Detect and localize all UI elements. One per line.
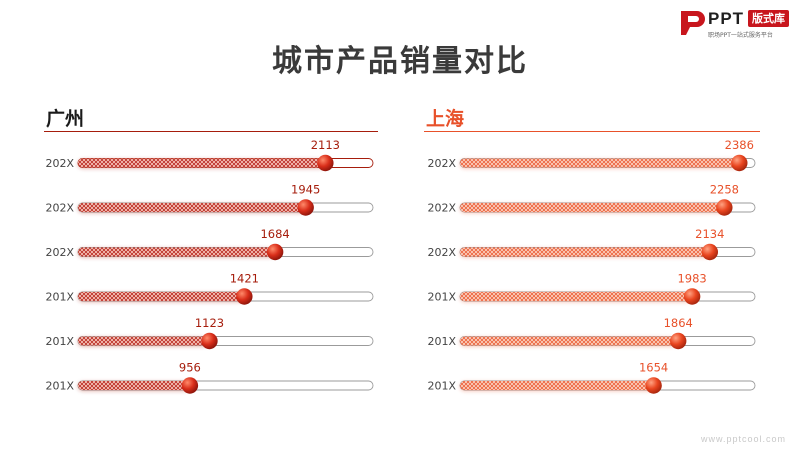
bar — [78, 381, 190, 390]
bar — [460, 381, 654, 390]
value-label: 1864 — [664, 316, 693, 330]
logo-badge: 版式库 — [748, 10, 789, 27]
bar — [460, 292, 693, 301]
page-title: 城市产品销量对比 — [272, 44, 528, 79]
logo-tagline: 职场PPT一站式服务平台 — [708, 32, 773, 39]
category-label: 201X — [427, 335, 456, 348]
divider-guangzhou — [44, 131, 378, 132]
bar — [78, 292, 245, 301]
bar-knob — [266, 243, 284, 261]
bar — [460, 247, 710, 257]
bar — [78, 247, 276, 257]
category-label: 201X — [45, 380, 74, 393]
divider-shanghai — [424, 131, 760, 132]
value-label: 2258 — [710, 183, 739, 197]
bar — [460, 336, 679, 346]
bar-knob — [701, 243, 719, 261]
ppt-logo-icon — [681, 11, 705, 35]
bar-knob — [716, 199, 733, 216]
category-label: 202X — [45, 246, 74, 259]
watermark: www.pptcool.com — [700, 434, 786, 444]
category-label: 201X — [427, 380, 456, 393]
bar-knob — [731, 154, 748, 172]
bar — [78, 336, 210, 346]
category-label: 202X — [427, 157, 456, 170]
bar-knob — [670, 332, 687, 350]
category-label: 202X — [45, 157, 74, 170]
brand-logo: PPT 版式库 职场PPT一站式服务平台 — [678, 6, 794, 40]
value-label: 2386 — [725, 138, 754, 152]
chart-title-shanghai: 上海 — [426, 108, 465, 130]
bar-knob — [317, 154, 334, 172]
value-label: 1123 — [195, 316, 224, 330]
bar-knob — [645, 377, 662, 394]
value-label: 1654 — [639, 361, 668, 375]
category-label: 201X — [45, 335, 74, 348]
bar — [460, 158, 740, 168]
bar-knob — [181, 377, 199, 394]
category-label: 202X — [427, 202, 456, 215]
value-label: 1684 — [260, 227, 289, 241]
category-label: 202X — [45, 202, 74, 215]
category-label: 201X — [427, 291, 456, 304]
category-label: 202X — [427, 246, 456, 259]
bar — [460, 203, 725, 212]
value-label: 1945 — [291, 183, 320, 197]
value-label: 1421 — [230, 272, 259, 286]
bar — [78, 203, 306, 212]
bar-knob — [236, 288, 253, 305]
value-label: 956 — [179, 361, 201, 375]
bar-knob — [683, 288, 701, 305]
chart-title-guangzhou: 广州 — [46, 108, 85, 130]
bar-knob — [297, 199, 314, 216]
bar — [78, 158, 326, 168]
category-label: 201X — [45, 291, 74, 304]
value-label: 1983 — [677, 272, 706, 286]
logo-brand-text: PPT — [708, 9, 745, 28]
bar-knob — [201, 332, 218, 350]
value-label: 2134 — [695, 227, 724, 241]
value-label: 2113 — [311, 138, 340, 152]
